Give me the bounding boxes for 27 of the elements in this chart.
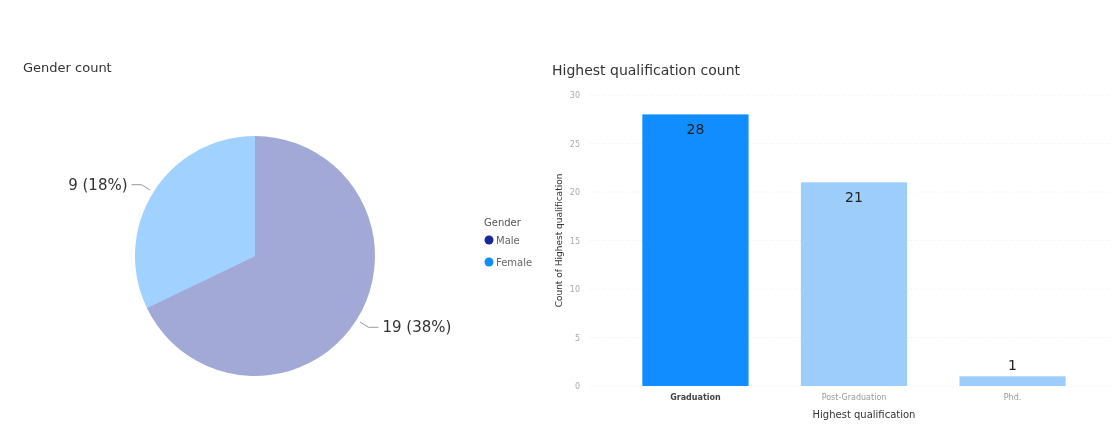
chart-title: Gender count: [23, 60, 112, 75]
chart-title: Highest qualification count: [552, 62, 741, 78]
bar: [959, 376, 1066, 386]
data-label: 28: [686, 121, 705, 138]
legend-label: Male: [496, 235, 520, 246]
data-label: 1: [1008, 357, 1018, 374]
pie-slice: [146, 136, 375, 376]
y-tick-label: 0: [574, 382, 580, 391]
legend-label: Female: [496, 257, 533, 268]
legend-title: Gender: [484, 217, 522, 228]
y-tick-label: 25: [569, 139, 580, 149]
x-tick-label: Phd.: [1003, 393, 1022, 402]
x-tick-label: Post-Graduation: [821, 393, 887, 402]
bar: [800, 182, 908, 386]
y-axis-title: Count of Highest qualification: [554, 173, 564, 308]
bar: [642, 114, 749, 386]
x-axis-title: Highest qualification: [812, 409, 916, 420]
x-tick-label: Graduation: [670, 393, 721, 402]
data-label: 21: [845, 189, 863, 206]
y-tick-label: 10: [569, 285, 580, 294]
data-label: 9 (18%): [68, 175, 128, 194]
data-label: 19 (38%): [382, 318, 452, 337]
y-tick-label: 30: [569, 91, 580, 100]
y-tick-label: 20: [569, 188, 580, 197]
y-tick-label: 15: [569, 236, 580, 246]
y-tick-label: 5: [574, 333, 580, 343]
pie-slice: [135, 136, 255, 309]
